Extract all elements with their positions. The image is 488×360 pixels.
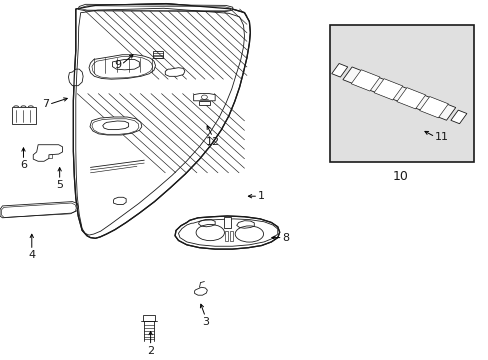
Text: 10: 10 <box>392 170 408 183</box>
Polygon shape <box>165 68 184 76</box>
Text: 7: 7 <box>41 99 49 109</box>
Text: 6: 6 <box>20 160 27 170</box>
Polygon shape <box>342 67 455 120</box>
Polygon shape <box>89 55 155 79</box>
Text: 8: 8 <box>282 233 289 243</box>
Ellipse shape <box>235 226 263 242</box>
Polygon shape <box>350 70 379 91</box>
Polygon shape <box>90 117 142 135</box>
Bar <box>229 231 232 241</box>
Text: 1: 1 <box>258 191 264 201</box>
Bar <box>152 51 163 58</box>
Polygon shape <box>78 4 232 12</box>
Text: 5: 5 <box>56 180 63 190</box>
Text: 4: 4 <box>28 250 35 260</box>
Polygon shape <box>33 145 62 161</box>
Polygon shape <box>396 87 425 109</box>
Polygon shape <box>450 110 466 124</box>
Polygon shape <box>175 216 279 249</box>
Text: 9: 9 <box>114 60 121 70</box>
Bar <box>143 315 155 321</box>
Text: 11: 11 <box>434 132 448 142</box>
Polygon shape <box>198 101 210 105</box>
Polygon shape <box>0 202 78 218</box>
Bar <box>40 154 52 158</box>
Polygon shape <box>102 121 128 130</box>
Text: 3: 3 <box>202 317 208 327</box>
Polygon shape <box>194 287 207 295</box>
Bar <box>224 231 227 241</box>
Polygon shape <box>331 63 347 77</box>
Polygon shape <box>73 4 250 238</box>
Text: 2: 2 <box>147 346 154 356</box>
Polygon shape <box>113 197 126 204</box>
Text: 12: 12 <box>205 137 219 147</box>
Polygon shape <box>112 59 139 70</box>
Polygon shape <box>68 69 83 86</box>
Ellipse shape <box>196 225 224 240</box>
Polygon shape <box>193 94 215 101</box>
Bar <box>329 25 473 162</box>
Polygon shape <box>419 96 447 118</box>
Bar <box>12 107 36 124</box>
Bar <box>224 217 231 228</box>
Polygon shape <box>373 79 402 100</box>
